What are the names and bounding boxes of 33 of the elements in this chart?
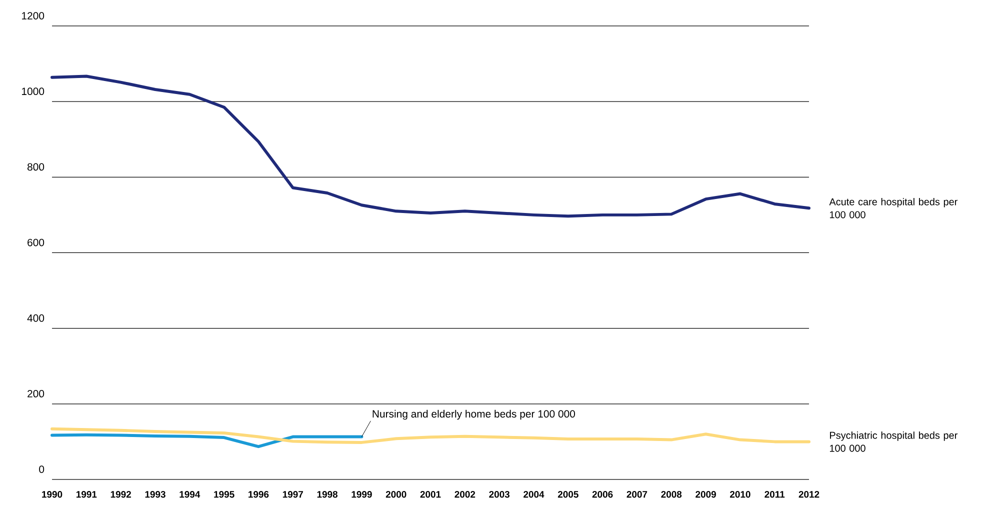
x-tick-label: 2001 (420, 491, 441, 498)
y-tick-label: 1200 (22, 12, 44, 20)
x-tick-label: 2002 (454, 491, 476, 498)
series-label: Nursing and elderly home beds per 100 000 (372, 410, 576, 420)
x-tick-label: 1999 (352, 491, 372, 498)
y-tick-label: 600 (28, 238, 44, 246)
x-tick-label: 2004 (524, 491, 544, 498)
x-tick-label: 2009 (696, 491, 716, 498)
x-tick-label: 2011 (764, 491, 785, 498)
text: Psychiatric hospital beds per 100 000 (830, 432, 958, 452)
x-tick-label: 1995 (214, 491, 234, 498)
y-tick-label: 0 (39, 466, 44, 473)
x-tick-label: 2008 (661, 491, 682, 498)
x-tick-label: 2003 (489, 491, 510, 498)
x-tick-label: 1996 (248, 491, 269, 498)
x-tick-label: 2006 (592, 491, 613, 498)
x-tick-label: 1998 (317, 491, 338, 498)
x-tick-label: 1994 (180, 491, 200, 498)
x-tick-label: 2010 (730, 491, 750, 498)
y-tick-label: 400 (27, 314, 44, 322)
y-tick-label: 1000 (22, 88, 44, 96)
x-tick-label: 2012 (798, 491, 820, 498)
y-tick-label: 200 (28, 390, 44, 398)
x-tick-label: 2007 (626, 491, 648, 498)
x-tick-label: 1992 (110, 491, 131, 498)
x-tick-label: 1990 (42, 491, 62, 498)
x-tick-label: 2000 (386, 491, 406, 498)
x-tick-label: 1997 (282, 491, 303, 498)
text: Acute care hospital beds per 100 000 (829, 198, 958, 218)
x-tick-label: 1991 (76, 491, 97, 498)
x-tick-label: 2005 (558, 491, 578, 498)
x-tick-label: 1993 (145, 491, 166, 498)
y-tick-label: 800 (27, 163, 44, 171)
